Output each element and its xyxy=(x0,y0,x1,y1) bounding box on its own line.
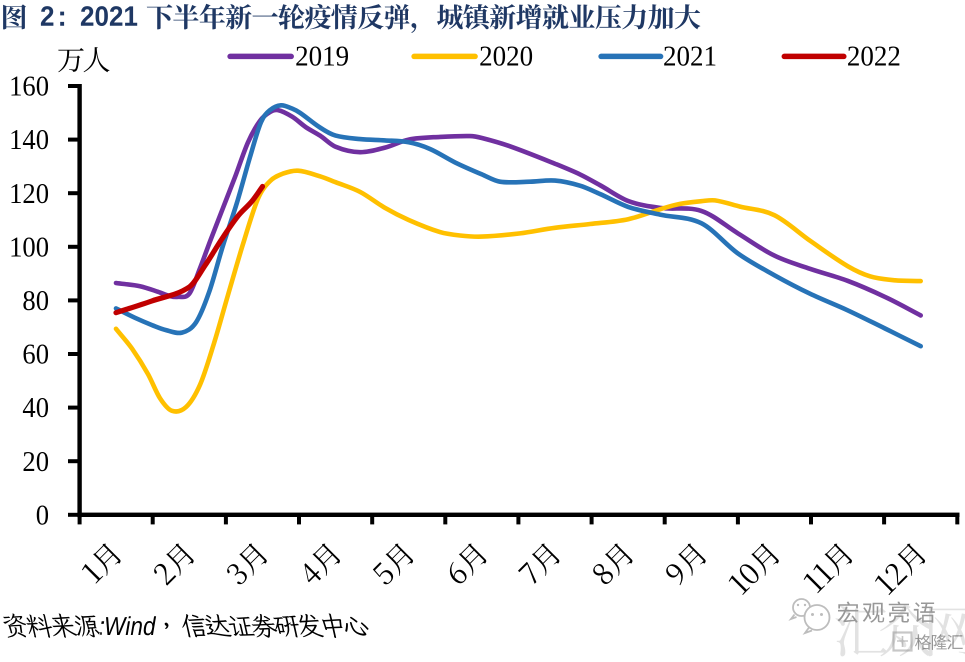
svg-text:40: 40 xyxy=(22,392,49,424)
svg-text:20: 20 xyxy=(22,446,49,478)
svg-text:60: 60 xyxy=(22,339,49,371)
svg-text:100: 100 xyxy=(9,231,49,263)
svg-text:2021: 2021 xyxy=(663,41,717,72)
svg-text:120: 120 xyxy=(9,178,49,210)
svg-text:2022: 2022 xyxy=(847,41,901,72)
svg-text:140: 140 xyxy=(9,124,49,156)
svg-text:2019: 2019 xyxy=(295,41,349,72)
svg-text:2020: 2020 xyxy=(479,41,533,72)
svg-text:160: 160 xyxy=(9,71,49,103)
svg-text:80: 80 xyxy=(22,285,49,317)
svg-text:0: 0 xyxy=(36,499,49,531)
